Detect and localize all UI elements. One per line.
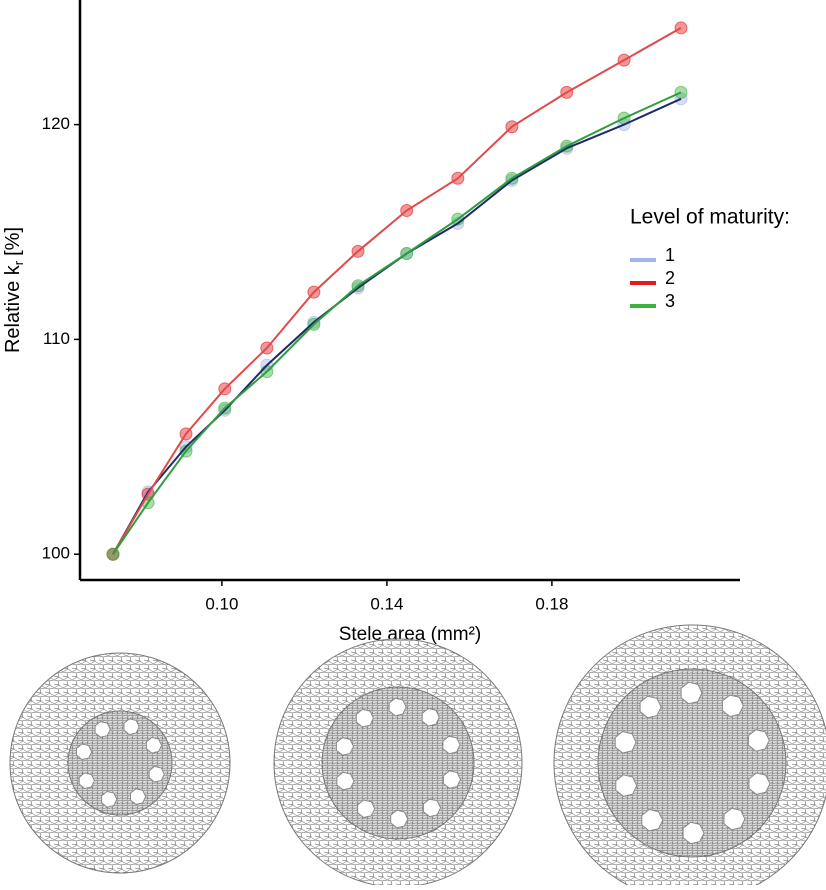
y-tick-label: 120 — [42, 114, 70, 133]
y-label-suffix: [%] — [2, 227, 24, 256]
xylem-vessel — [442, 735, 461, 755]
xylem-vessel — [355, 708, 374, 728]
y-label-subscript: r — [11, 260, 26, 265]
xylem-vessel — [721, 694, 744, 718]
xylem-vessel — [723, 807, 746, 831]
legend-label: 2 — [665, 268, 675, 288]
xylem-vessel — [747, 729, 770, 752]
x-tick-label: 0.18 — [535, 594, 568, 613]
xylem-vessel — [442, 770, 462, 789]
xylem-vessel — [680, 681, 703, 705]
y-label-main: Relative k — [2, 264, 24, 353]
xylem-vessel — [748, 772, 771, 795]
xylem-vessel — [101, 790, 118, 808]
legend-label: 3 — [665, 291, 675, 311]
xylem-vessel — [388, 697, 407, 717]
y-tick-label: 100 — [42, 544, 70, 563]
legend-label: 1 — [665, 245, 675, 265]
xylem-vessel — [335, 737, 355, 756]
data-point — [106, 547, 120, 561]
x-tick-label: 0.10 — [205, 594, 238, 613]
xylem-vessel — [390, 809, 409, 829]
xylem-vessel — [421, 707, 440, 727]
xylem-vessel — [148, 765, 165, 783]
data-point — [674, 85, 688, 99]
xylem-vessel — [94, 721, 111, 738]
xylem-vessel — [682, 821, 705, 845]
xylem-vessel — [614, 731, 637, 754]
fit-line — [112, 91, 682, 555]
xylem-vessel — [123, 718, 140, 736]
xylem-vessel — [336, 771, 355, 791]
xylem-vessel — [130, 788, 147, 805]
legend-title: Level of maturity: — [630, 206, 790, 229]
cross-sections — [9, 624, 826, 890]
xylem-vessel — [639, 695, 662, 719]
xylem-vessel — [641, 808, 664, 832]
y-axis-label: Relative kr [%] — [2, 227, 26, 353]
xylem-vessel — [615, 774, 638, 797]
xylem-vessel — [422, 798, 442, 818]
fit-line — [112, 27, 682, 555]
xylem-vessel — [145, 736, 163, 754]
xylem-vessel — [78, 772, 95, 790]
x-axis-label: Stele area (mm²) — [339, 624, 482, 645]
y-tick-label: 110 — [43, 329, 70, 348]
xylem-vessel — [76, 743, 93, 761]
fit-line — [112, 97, 682, 555]
xylem-vessel — [357, 799, 376, 819]
x-tick-label: 0.14 — [370, 594, 403, 613]
